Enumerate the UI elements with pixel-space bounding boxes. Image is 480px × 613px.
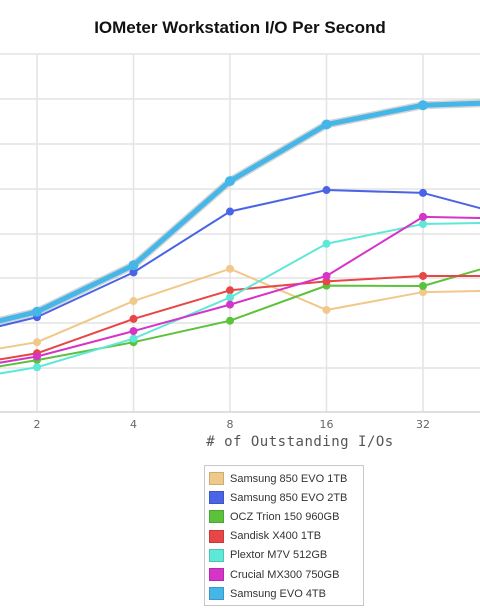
legend-label: Sandisk X400 1TB <box>230 530 322 543</box>
data-point <box>226 264 234 273</box>
series-line <box>0 221 480 375</box>
data-point <box>32 306 42 317</box>
data-point <box>226 286 234 295</box>
legend-label: Plextor M7V 512GB <box>230 549 328 562</box>
data-point <box>419 220 427 229</box>
legend-item: Samsung 850 EVO 1TB <box>209 469 359 488</box>
legend-swatch <box>209 510 224 524</box>
legend-item: Crucial MX300 750GB <box>209 565 359 584</box>
series-markers <box>32 100 428 372</box>
legend-swatch <box>209 491 224 505</box>
data-point <box>321 119 332 130</box>
legend-label: Samsung EVO 4TB <box>230 587 326 600</box>
legend-label: Samsung 850 EVO 2TB <box>230 491 348 504</box>
data-point <box>322 305 331 314</box>
data-point <box>322 186 331 195</box>
data-point <box>226 293 234 302</box>
data-point <box>226 316 234 325</box>
chart-title: IOMeter Workstation I/O Per Second <box>94 18 386 37</box>
series-line <box>0 268 480 368</box>
data-point <box>419 281 427 290</box>
data-point <box>322 271 331 280</box>
data-point <box>419 271 427 280</box>
x-tick-label: 4 <box>130 418 137 431</box>
data-point <box>419 288 427 297</box>
legend-item: OCZ Trion 150 960GB <box>209 507 359 526</box>
data-point <box>129 334 138 343</box>
data-point <box>33 363 41 372</box>
legend-swatch <box>209 587 224 601</box>
data-point <box>225 176 235 187</box>
x-tick-label: 8 <box>227 418 234 431</box>
legend-swatch <box>209 472 224 486</box>
legend-label: Samsung 850 EVO 1TB <box>230 472 348 485</box>
legend-item: Plextor M7V 512GB <box>209 546 359 565</box>
data-point <box>33 338 41 347</box>
data-point <box>226 207 234 216</box>
series-line <box>0 267 480 350</box>
grid <box>0 53 480 413</box>
legend-item: Sandisk X400 1TB <box>209 527 359 546</box>
data-point <box>419 212 427 221</box>
legend-swatch <box>209 529 224 543</box>
legend-swatch <box>209 548 224 562</box>
data-point <box>33 352 41 361</box>
legend-label: Crucial MX300 750GB <box>230 568 340 581</box>
data-point <box>322 239 331 248</box>
data-point <box>129 268 138 277</box>
x-tick-label: 32 <box>416 418 430 431</box>
data-point <box>226 300 234 309</box>
legend-label: OCZ Trion 150 960GB <box>230 510 340 523</box>
x-axis-label: # of Outstanding I/Os <box>206 434 394 450</box>
data-point <box>129 327 138 336</box>
x-tick-label: 16 <box>320 418 334 431</box>
data-point <box>129 297 138 306</box>
legend-item: Samsung EVO 4TB <box>209 584 359 603</box>
legend-swatch <box>209 568 224 582</box>
x-tick-label: 2 <box>34 418 41 431</box>
x-tick-labels: 2 4 8 16 32 <box>34 418 431 431</box>
data-point <box>419 188 427 197</box>
data-point <box>128 260 139 271</box>
data-point <box>129 314 138 323</box>
legend: Samsung 850 EVO 1TB Samsung 850 EVO 2TB OC… <box>204 465 364 607</box>
data-point <box>418 100 428 111</box>
legend-item: Samsung 850 EVO 2TB <box>209 488 359 507</box>
